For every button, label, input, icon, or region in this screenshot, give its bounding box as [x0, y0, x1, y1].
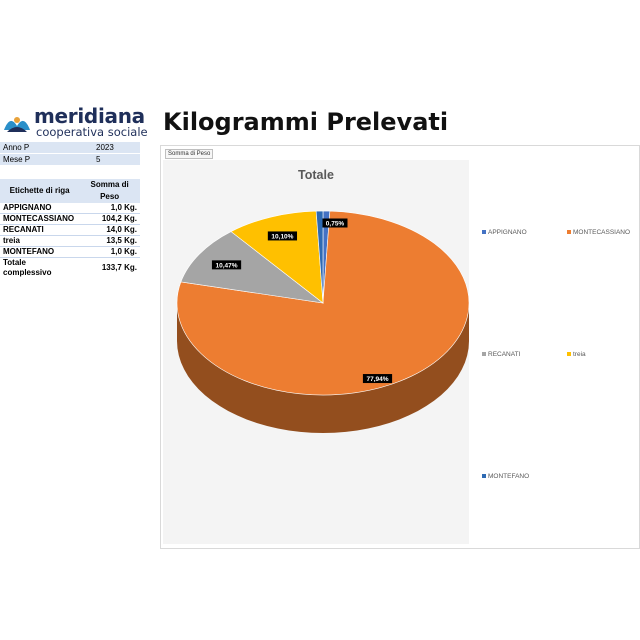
svg-text:10,10%: 10,10% — [271, 233, 293, 240]
row-value: 1,0 Kg. — [79, 246, 140, 258]
legend-swatch — [567, 230, 571, 235]
row-value: 1,0 Kg. — [79, 203, 140, 214]
legend-item-recanati[interactable]: RECANATI — [482, 351, 520, 358]
legend-item-appignano[interactable]: APPIGNANO — [482, 229, 527, 236]
meridiana-logo-icon — [4, 117, 30, 132]
value-field-button[interactable]: Somma di Peso — [165, 149, 214, 159]
data-label-montefano[interactable]: 0,75% — [322, 218, 348, 228]
filter-row-month[interactable]: Mese P 5 — [0, 154, 140, 166]
chart-title[interactable]: Totale — [298, 168, 334, 182]
pivot-table: Etichette di riga Somma di Peso APPIGNAN… — [0, 179, 140, 278]
filter-row-year[interactable]: Anno P 2023 — [0, 142, 140, 154]
brand-logo: meridiana cooperativa sociale — [2, 104, 154, 140]
table-row[interactable]: treia 13,5 Kg. — [0, 235, 140, 247]
row-label: MONTEFANO — [0, 246, 80, 258]
legend-item-montecassiano[interactable]: MONTECASSIANO — [567, 229, 630, 236]
table-row[interactable]: MONTEFANO 1,0 Kg. — [0, 246, 140, 258]
legend-swatch — [482, 230, 486, 235]
row-label: RECANATI — [0, 224, 80, 236]
grand-total-value: 133,7 Kg. — [79, 257, 140, 278]
table-row[interactable]: APPIGNANO 1,0 Kg. — [0, 203, 140, 214]
legend-swatch — [482, 352, 486, 357]
pie-slice-montefano[interactable] — [315, 210, 324, 304]
legend-label: RECANATI — [488, 351, 521, 358]
pivot-header-row: Etichette di riga Somma di Peso — [0, 179, 140, 203]
report-filters: Anno P 2023 Mese P 5 — [0, 142, 140, 166]
svg-text:0,75%: 0,75% — [326, 220, 345, 227]
row-value: 104,2 Kg. — [79, 213, 140, 225]
grand-total-label: Totale complessivo — [0, 257, 80, 278]
legend-swatch — [567, 352, 571, 357]
row-label: APPIGNANO — [0, 203, 80, 214]
filter-label: Mese P — [3, 155, 31, 164]
chart-legend[interactable]: APPIGNANO MONTECASSIANO RECANATI treia MONTE… — [472, 171, 631, 539]
legend-item-montefano[interactable]: MONTEFANO — [482, 473, 529, 480]
brand-subtitle: cooperativa sociale — [36, 125, 148, 139]
pie-side-montecassiano — [177, 303, 469, 433]
brand-name: meridiana — [34, 104, 145, 128]
table-row[interactable]: RECANATI 14,0 Kg. — [0, 224, 140, 236]
legend-label: MONTEFANO — [488, 473, 530, 480]
sum-of-weight-header[interactable]: Somma di Peso — [79, 179, 140, 203]
data-label-montecassiano[interactable]: 77,94% — [362, 374, 393, 384]
filter-label: Anno P — [3, 143, 30, 152]
pie-slice-treia[interactable] — [230, 210, 324, 304]
legend-label: treia — [573, 351, 586, 358]
filter-value[interactable]: 5 — [96, 155, 101, 164]
row-value: 14,0 Kg. — [79, 224, 140, 236]
legend-label: APPIGNANO — [488, 229, 527, 236]
row-labels-header[interactable]: Etichette di riga — [0, 179, 80, 203]
pie-slice-recanati[interactable] — [180, 231, 325, 304]
legend-label: MONTECASSIANO — [573, 229, 631, 236]
data-label-treia[interactable]: 10,10% — [267, 231, 298, 241]
row-label: treia — [0, 235, 80, 247]
row-label: MONTECASSIANO — [0, 213, 80, 225]
data-label-recanati[interactable]: 10,47% — [211, 260, 242, 270]
svg-text:10,47%: 10,47% — [216, 262, 238, 269]
legend-item-treia[interactable]: treia — [567, 351, 586, 358]
legend-swatch — [482, 474, 486, 479]
table-row[interactable]: MONTECASSIANO 104,2 Kg. — [0, 213, 140, 225]
page-title: Kilogrammi Prelevati — [163, 108, 449, 136]
grand-total-row[interactable]: Totale complessivo 133,7 Kg. — [0, 257, 140, 278]
row-value: 13,5 Kg. — [79, 235, 140, 247]
svg-text:77,94%: 77,94% — [366, 376, 388, 383]
filter-value[interactable]: 2023 — [96, 143, 114, 152]
